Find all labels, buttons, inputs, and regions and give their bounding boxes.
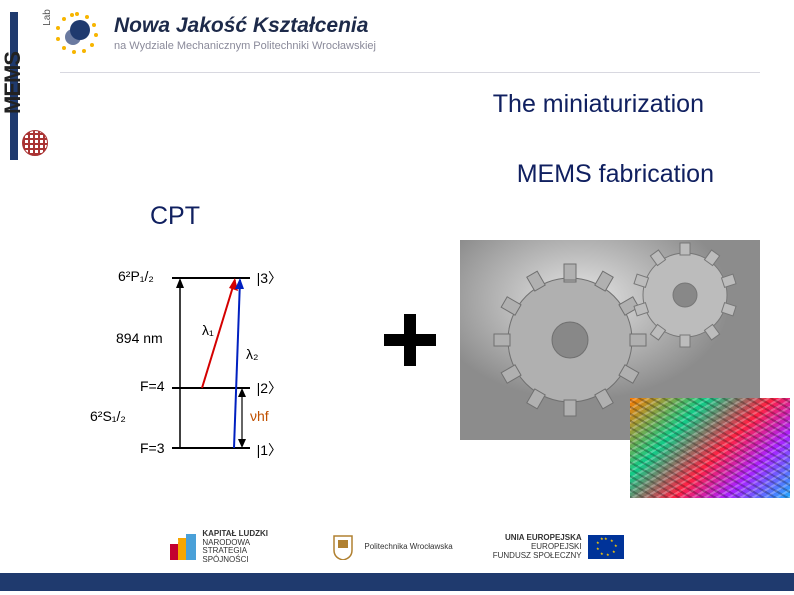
wavelength-894: 894 nm: [116, 330, 163, 346]
footer-eu: UNIA EUROPEJSKA EUROPEJSKI FUNDUSZ SPOŁE…: [493, 534, 624, 560]
state-6p: 6²P₁/₂: [118, 268, 154, 284]
header-title: Nowa Jakość Kształcenia: [114, 14, 376, 38]
header-subtitle: na Wydziale Mechanicznym Politechniki Wr…: [114, 40, 376, 52]
svg-text:★: ★: [173, 538, 179, 546]
f3-label: F=3: [140, 440, 165, 456]
svg-text:★: ★: [612, 549, 616, 554]
svg-text:★: ★: [600, 551, 604, 556]
kapital-ludzki-icon: ★: [170, 534, 196, 560]
footer-kapital-ludzki: ★ KAPITAŁ LUDZKI NARODOWA STRATEGIA SPÓJ…: [170, 530, 292, 565]
politechnika-shield-icon: [332, 534, 358, 560]
footer-logos: ★ KAPITAŁ LUDZKI NARODOWA STRATEGIA SPÓJ…: [0, 530, 794, 565]
lambda1-label: λ₁: [202, 322, 214, 338]
bottom-accent-bar: [0, 573, 794, 591]
headline-mems-fabrication: MEMS fabrication: [517, 160, 714, 189]
f4-label: F=4: [140, 378, 165, 394]
ket-2: |2〉: [257, 378, 282, 398]
ket-1: |1〉: [257, 440, 282, 460]
diagram-svg: [80, 260, 340, 480]
svg-text:★: ★: [604, 536, 608, 541]
cpt-energy-diagram: 6²P₁/₂ |3〉 894 nm λ₁ λ₂ F=4 |2〉 6²S₁/₂ ν…: [80, 260, 340, 480]
lambda2-label: λ₂: [246, 346, 258, 362]
ket-3: |3〉: [257, 268, 282, 288]
svg-text:★: ★: [600, 536, 604, 541]
header-divider: [60, 72, 760, 73]
eu-stars-icon: [52, 8, 102, 58]
nu-hf-label: νhf: [250, 408, 269, 424]
politechnika-text: Politechnika Wrocławska: [364, 543, 452, 552]
svg-text:★: ★: [606, 552, 610, 557]
state-6s: 6²S₁/₂: [90, 408, 126, 424]
svg-text:★: ★: [596, 546, 600, 551]
headline-miniaturization: The miniaturization: [493, 90, 704, 119]
svg-text:★: ★: [614, 543, 618, 548]
kapital-ludzki-text: KAPITAŁ LUDZKI NARODOWA STRATEGIA SPÓJNO…: [202, 530, 292, 565]
plus-icon: [380, 310, 440, 370]
eu-flag-icon: ★★ ★★ ★★ ★★ ★: [588, 535, 624, 559]
eu-text: UNIA EUROPEJSKA EUROPEJSKI FUNDUSZ SPOŁE…: [493, 534, 582, 560]
mems-globe-icon: [22, 130, 48, 156]
wafer-chip-image: [630, 398, 790, 498]
cpt-label: CPT: [150, 202, 200, 231]
header: Nowa Jakość Kształcenia na Wydziale Mech…: [52, 8, 376, 58]
footer-politechnika: Politechnika Wrocławska: [332, 534, 452, 560]
mems-text: MEMS: [0, 52, 26, 114]
header-text: Nowa Jakość Kształcenia na Wydziale Mech…: [114, 14, 376, 52]
